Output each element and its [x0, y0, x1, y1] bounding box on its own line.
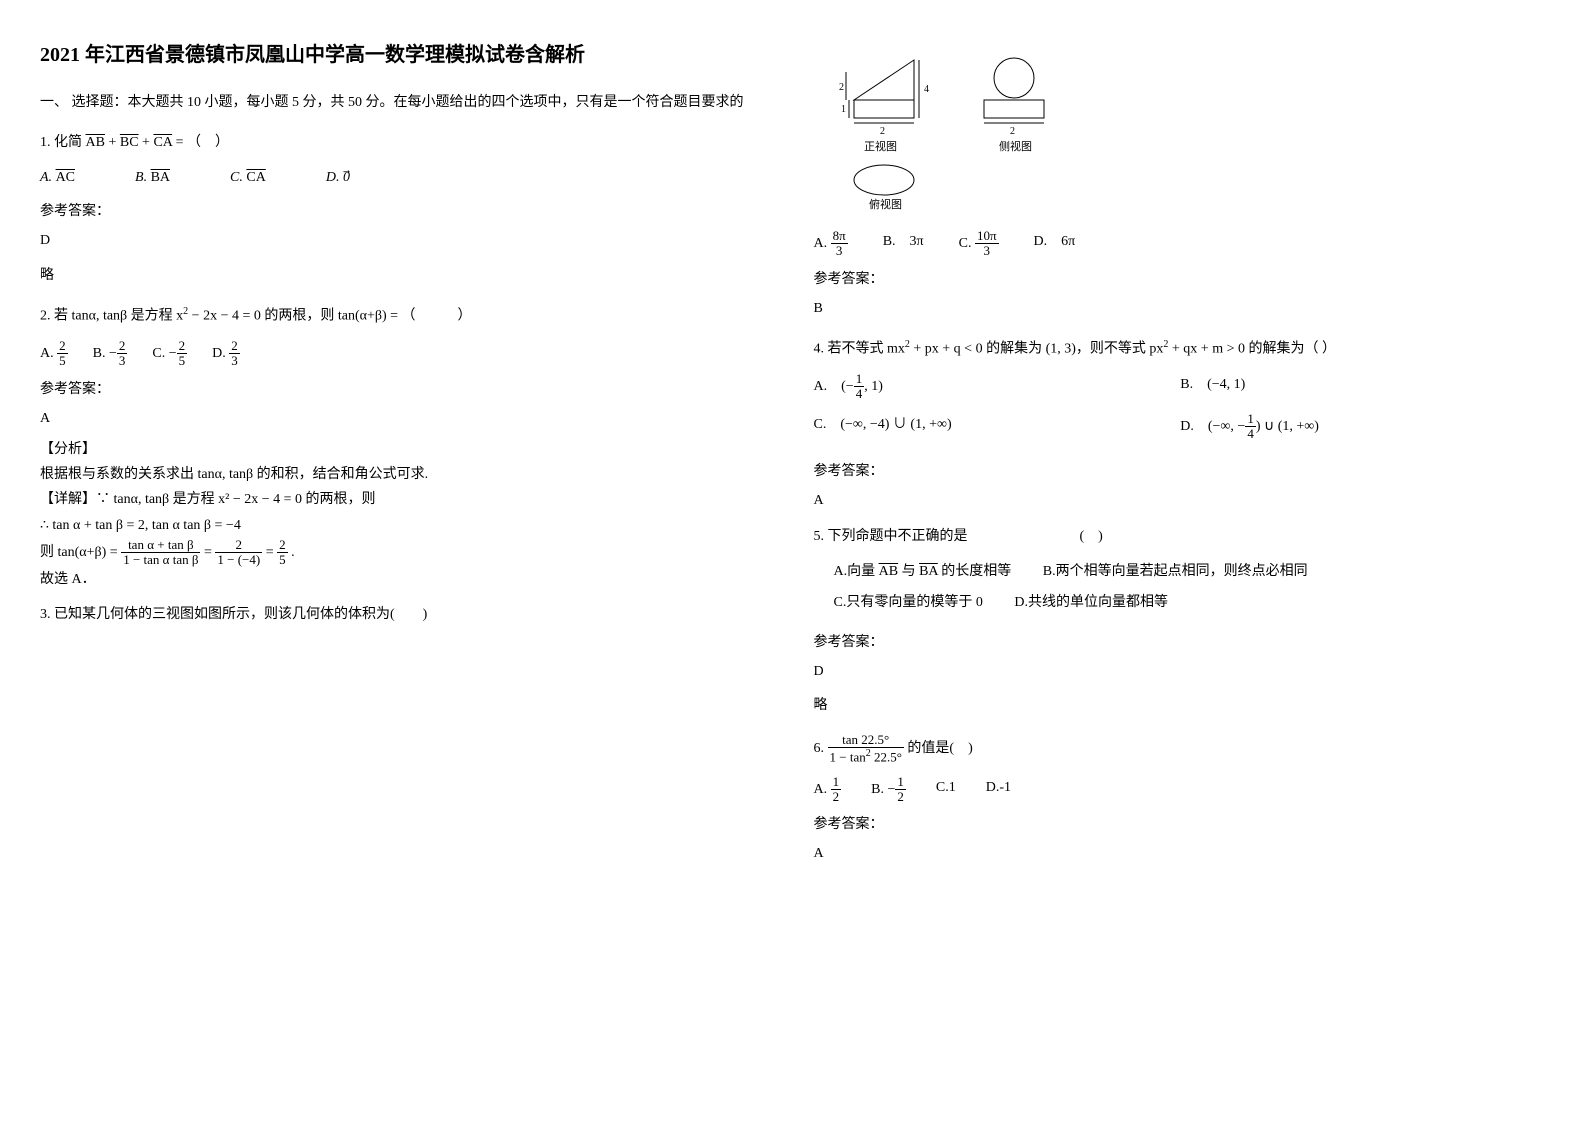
q1-optD: D. 0⃗ — [326, 165, 350, 190]
q2-analysis-text: 根据根与系数的关系求出 tanα, tanβ 的和积，结合和角公式可求. — [40, 462, 774, 487]
q1-optC: C. CA — [230, 165, 266, 190]
question-1: 1. 化简 AB + BC + CA = （ ） — [40, 130, 774, 155]
q5-row2: C.只有零向量的模等于 0 D.共线的单位向量都相等 — [814, 590, 1548, 615]
q5-optB: B.两个相等向量若起点相同，则终点必相同 — [1043, 564, 1308, 579]
q1-optB: B. BA — [135, 165, 170, 190]
q6-optB: B. −12 — [871, 775, 906, 805]
svg-text:1: 1 — [841, 104, 846, 115]
svg-text:2: 2 — [839, 82, 844, 93]
page-title: 2021 年江西省景德镇市凤凰山中学高一数学理模拟试卷含解析 — [40, 40, 774, 70]
svg-text:2: 2 — [1010, 126, 1015, 137]
q2-ans: A — [40, 406, 774, 431]
q6-ans-label: 参考答案： — [814, 812, 1548, 837]
q2-stem-b: − 2x − 4 = 0 的两根，则 tan(α+β) = （ ） — [188, 309, 471, 324]
q4-optD: D. (−∞, −14) ∪ (1, +∞) — [1180, 412, 1547, 442]
q6-options: A. 12 B. −12 C.1 D.-1 — [814, 775, 1548, 805]
q1-ans: D — [40, 228, 774, 253]
q5-ans: D — [814, 659, 1548, 684]
q3-optD: D. 6π — [1034, 229, 1076, 259]
right-column: 4 1 2 2 正视图 2 侧视图 — [814, 40, 1548, 867]
q3-ans: B — [814, 296, 1548, 321]
q5-note: 略 — [814, 693, 1548, 718]
q1-note: 略 — [40, 263, 774, 288]
svg-text:2: 2 — [880, 126, 885, 137]
q3-ans-label: 参考答案： — [814, 267, 1548, 292]
q1-expr: AB + BC + CA — [86, 135, 173, 150]
q1-options: A. AC B. BA C. CA D. 0⃗ — [40, 165, 774, 190]
q6-optA: A. 12 — [814, 775, 842, 805]
q1-stem-suffix: = （ ） — [176, 135, 229, 150]
q2-detail-3: 则 tan(α+β) = tan α + tan β1 − tan α tan … — [40, 538, 774, 568]
section-intro: 一、 选择题：本大题共 10 小题，每小题 5 分，共 50 分。在每小题给出的… — [40, 90, 774, 115]
q3-options: A. 8π3 B. 3π C. 10π3 D. 6π — [814, 229, 1548, 259]
q3-optB: B. 3π — [883, 229, 924, 259]
q2-detail-label: 【详解】∵ tanα, tanβ 是方程 x² − 2x − 4 = 0 的两根… — [40, 487, 774, 512]
q2-stem-a: 2. 若 tanα, tanβ 是方程 x — [40, 309, 183, 324]
q4-ans-label: 参考答案： — [814, 459, 1548, 484]
q6-optC: C.1 — [936, 775, 956, 805]
q2-optD: D. 23 — [212, 339, 240, 369]
q5-ans-label: 参考答案： — [814, 630, 1548, 655]
svg-text:俯视图: 俯视图 — [869, 197, 902, 210]
q1-optA: A. AC — [40, 165, 75, 190]
q4-options: A. (−14, 1) B. (−4, 1) C. (−∞, −4) ∪ (1,… — [814, 372, 1548, 451]
q5-optC: C.只有零向量的模等于 0 — [834, 595, 983, 610]
q5-optD: D.共线的单位向量都相等 — [1014, 595, 1168, 610]
q2-analysis-label: 【分析】 — [40, 437, 774, 462]
q4-ans: A — [814, 488, 1548, 513]
q3-optC: C. 10π3 — [959, 229, 999, 259]
q4-optB: B. (−4, 1) — [1180, 372, 1547, 402]
svg-text:侧视图: 侧视图 — [999, 139, 1032, 153]
svg-text:4: 4 — [924, 84, 929, 95]
question-3-stem: 3. 已知某几何体的三视图如图所示，则该几何体的体积为( ) — [40, 602, 774, 627]
q2-detail-end: 故选 A． — [40, 567, 774, 592]
q1-stem-prefix: 1. 化简 — [40, 135, 86, 150]
q2-optA: A. 25 — [40, 339, 68, 369]
q6-ans: A — [814, 841, 1548, 866]
q2-optB: B. −23 — [93, 339, 128, 369]
q5-optA: A.向量 AB 与 BA 的长度相等 — [834, 564, 1012, 579]
question-5-stem: 5. 下列命题中不正确的是 ( ) — [814, 524, 1548, 549]
q2-optC: C. −25 — [152, 339, 187, 369]
q3-diagram: 4 1 2 2 正视图 2 侧视图 — [834, 50, 1548, 219]
q6-optD: D.-1 — [986, 775, 1011, 805]
page-root: 2021 年江西省景德镇市凤凰山中学高一数学理模拟试卷含解析 一、 选择题：本大… — [40, 40, 1547, 867]
three-view-svg: 4 1 2 2 正视图 2 侧视图 — [834, 50, 1094, 210]
q2-ans-label: 参考答案： — [40, 377, 774, 402]
q2-options: A. 25 B. −23 C. −25 D. 23 — [40, 339, 774, 369]
question-2: 2. 若 tanα, tanβ 是方程 x2 − 2x − 4 = 0 的两根，… — [40, 303, 774, 329]
question-4: 4. 若不等式 mx2 + px + q < 0 的解集为 (1, 3)，则不等… — [814, 336, 1548, 362]
q5-row1: A.向量 AB 与 BA 的长度相等 B.两个相等向量若起点相同，则终点必相同 — [814, 559, 1548, 584]
q4-optC: C. (−∞, −4) ∪ (1, +∞) — [814, 412, 1181, 442]
left-column: 2021 年江西省景德镇市凤凰山中学高一数学理模拟试卷含解析 一、 选择题：本大… — [40, 40, 774, 867]
question-6: 6. tan 22.5°1 − tan2 22.5° 的值是( ) — [814, 733, 1548, 765]
q4-optA: A. (−14, 1) — [814, 372, 1181, 402]
q2-detail-2: ∴ tan α + tan β = 2, tan α tan β = −4 — [40, 513, 774, 538]
svg-text:正视图: 正视图 — [864, 139, 897, 153]
q3-optA: A. 8π3 — [814, 229, 848, 259]
q1-ans-label: 参考答案： — [40, 199, 774, 224]
